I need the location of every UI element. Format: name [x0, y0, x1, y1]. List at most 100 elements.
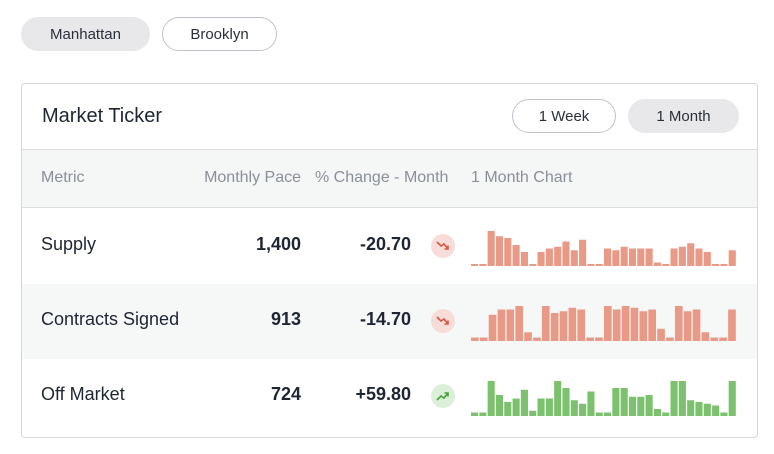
row-metric-label: Off Market [41, 384, 125, 404]
sparkline-bar [595, 412, 603, 416]
sparkline-bar [612, 309, 621, 341]
sparkline-bar [628, 248, 637, 266]
sparkline-bar [662, 264, 670, 266]
borough-tab-manhattan[interactable]: Manhattan [21, 17, 150, 51]
sparkline-bar [657, 328, 665, 341]
sparkline-supply [471, 231, 736, 266]
sparkline-bar [570, 250, 578, 266]
sparkline-off-market [471, 381, 736, 416]
sparkline-bar [728, 381, 736, 416]
sparkline-bar [495, 395, 504, 416]
sparkline-bar [612, 388, 620, 416]
row-metric-label: Supply [41, 234, 97, 254]
trending-down-icon [431, 234, 455, 258]
sparkline-bar [471, 337, 479, 341]
sparkline-bar [612, 250, 620, 266]
sparkline-bar [720, 412, 728, 416]
sparkline-bar [595, 264, 603, 266]
sparkline-bar [630, 307, 639, 341]
sparkline-bar [703, 403, 711, 416]
sparkline-bar [683, 311, 692, 341]
sparkline-bar [637, 396, 645, 416]
column-header-monthly-pace[interactable]: Monthly Pace [204, 169, 301, 186]
table-row-supply[interactable]: Supply 1,400 -20.70 [22, 209, 757, 284]
sparkline-bar [529, 410, 537, 416]
sparkline-bar [621, 306, 630, 341]
sparkline-bar [487, 231, 495, 266]
sparkline-bar [479, 412, 487, 416]
sparkline-bar [545, 248, 553, 266]
sparkline-bar [720, 264, 728, 266]
sparkline-bar [504, 238, 512, 266]
trending-down-icon [431, 309, 455, 333]
sparkline-bar [670, 381, 678, 416]
range-1-month-button[interactable]: 1 Month [628, 99, 739, 133]
sparkline-bar [559, 311, 568, 341]
table-row-contracts-signed[interactable]: Contracts Signed 913 -14.70 [22, 284, 757, 359]
sparkline-contracts-signed [471, 306, 736, 341]
sparkline-bar [645, 395, 653, 416]
sparkline-bar [645, 248, 653, 266]
table-row-off-market[interactable]: Off Market 724 +59.80 [22, 359, 757, 434]
row-monthly-pace: 913 [270, 309, 301, 329]
sparkline-bar [662, 412, 670, 416]
sparkline-bar [712, 405, 720, 416]
sparkline-bar [653, 262, 661, 266]
sparkline-bar [495, 236, 504, 266]
column-header-chart: 1 Month Chart [471, 169, 573, 186]
sparkline-bar [529, 264, 537, 266]
sparkline-bar [537, 252, 545, 266]
trending-up-icon [431, 384, 455, 408]
sparkline-bar [670, 248, 678, 266]
range-1-week-button[interactable]: 1 Week [512, 99, 616, 133]
sparkline-bar [579, 403, 587, 416]
sparkline-bar [479, 337, 488, 341]
sparkline-bar [628, 396, 637, 416]
sparkline-bar [497, 309, 506, 341]
market-ticker-card: Market Ticker 1 Week 1 Month Metric Mont… [21, 83, 758, 438]
sparkline-bar [695, 402, 703, 416]
sparkline-bar [639, 311, 648, 341]
borough-tab-brooklyn[interactable]: Brooklyn [162, 17, 277, 51]
sparkline-bar [595, 337, 603, 341]
sparkline-bar [666, 337, 674, 341]
sparkline-bar [541, 306, 550, 341]
row-percent-change: +59.80 [355, 384, 411, 404]
sparkline-bar [579, 239, 587, 266]
sparkline-bar [550, 313, 559, 341]
sparkline-bar [604, 248, 612, 266]
sparkline-bar [712, 264, 720, 266]
sparkline-bar [710, 337, 719, 341]
sparkline-bar [587, 391, 595, 416]
sparkline-bar [653, 409, 661, 416]
sparkline-bar [728, 250, 736, 266]
column-header-metric[interactable]: Metric [41, 169, 85, 186]
sparkline-bar [648, 309, 656, 341]
row-monthly-pace: 724 [270, 384, 301, 404]
sparkline-bar [524, 332, 532, 341]
sparkline-bar [586, 337, 594, 341]
column-header-percent-change[interactable]: % Change - Month [315, 169, 449, 186]
sparkline-bar [577, 309, 586, 341]
sparkline-bar [687, 243, 695, 266]
sparkline-bar [719, 337, 727, 341]
sparkline-bar [604, 306, 612, 341]
sparkline-bar [604, 412, 612, 416]
sparkline-bar [674, 306, 683, 341]
sparkline-bar [587, 264, 595, 266]
row-percent-change: -20.70 [359, 234, 411, 254]
sparkline-bar [678, 381, 686, 416]
sparkline-bar [728, 309, 736, 341]
sparkline-bar [703, 252, 711, 266]
sparkline-bar [479, 264, 487, 266]
sparkline-bar [554, 246, 562, 266]
sparkline-bar [471, 412, 479, 416]
sparkline-bar [515, 306, 523, 341]
sparkline-bar [620, 246, 628, 266]
sparkline-bar [562, 241, 570, 266]
sparkline-bar [554, 381, 562, 416]
sparkline-bar [506, 309, 515, 341]
sparkline-bar [520, 389, 528, 416]
sparkline-bar [512, 398, 520, 416]
sparkline-bar [537, 398, 545, 416]
